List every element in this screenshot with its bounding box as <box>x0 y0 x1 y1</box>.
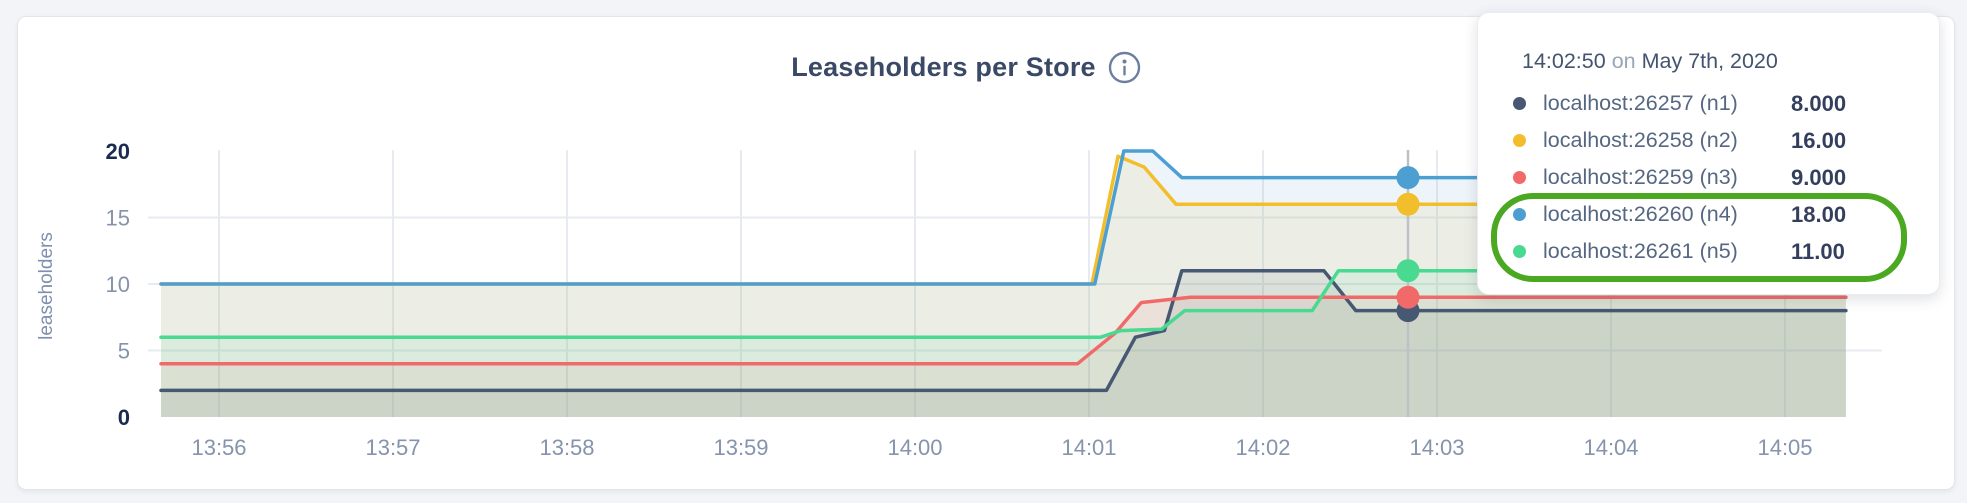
x-tick-label: 13:58 <box>539 435 594 460</box>
chart-title: Leaseholders per Store <box>791 51 1096 82</box>
series-label: localhost:26260 (n4) <box>1543 202 1738 226</box>
series-area-n3 <box>161 297 1846 417</box>
series-value: 8.000 <box>1791 90 1847 116</box>
tooltip-on: on <box>1611 49 1636 73</box>
hover-dot-n2[interactable] <box>1396 192 1420 216</box>
y-tick-label: 15 <box>106 206 130 231</box>
tooltip-timestamp: 14:02:50 on May 7th, 2020 <box>1522 49 1778 74</box>
series-value: 16.00 <box>1791 127 1847 153</box>
info-icon[interactable] <box>1108 51 1141 84</box>
series-line-n3 <box>159 295 1848 366</box>
y-tick-label: 5 <box>118 339 130 364</box>
tooltip-row: localhost:26259 (n3) 9.000 <box>1478 159 1939 196</box>
x-tick-label: 13:57 <box>365 435 420 460</box>
series-area-n5 <box>161 270 1846 417</box>
series-label: localhost:26259 (n3) <box>1543 165 1738 189</box>
x-tick-label: 14:02 <box>1235 435 1290 460</box>
x-tick-label: 14:03 <box>1409 435 1464 460</box>
x-tick-label: 13:56 <box>191 435 246 460</box>
x-tick-label: 14:00 <box>887 435 942 460</box>
tooltip-row: localhost:26260 (n4) 18.00 <box>1478 196 1939 233</box>
series-label: localhost:26258 (n2) <box>1543 128 1738 152</box>
tooltip-row: localhost:26258 (n2) 16.00 <box>1478 122 1939 159</box>
series-label: localhost:26257 (n1) <box>1543 91 1738 115</box>
series-line-n4 <box>159 149 1848 286</box>
series-area-n2 <box>161 156 1846 418</box>
tooltip-rows: localhost:26257 (n1) 8.000 localhost:26258… <box>1478 85 1939 270</box>
series-line-n5 <box>159 268 1848 339</box>
x-tick-label: 14:05 <box>1757 435 1812 460</box>
series-label: localhost:26261 (n5) <box>1543 239 1738 263</box>
y-tick-label: 10 <box>106 272 130 297</box>
tooltip-date: May 7th, 2020 <box>1641 49 1778 73</box>
hover-dot-n4[interactable] <box>1396 166 1420 190</box>
series-value: 9.000 <box>1791 164 1847 190</box>
hover-dot-n5[interactable] <box>1396 259 1420 283</box>
y-axis-label: leaseholders <box>36 232 57 340</box>
tooltip-row: localhost:26261 (n5) 11.00 <box>1478 233 1939 270</box>
series-value: 11.00 <box>1791 238 1845 264</box>
series-dot <box>1513 97 1526 110</box>
hover-dot-n3[interactable] <box>1396 285 1420 309</box>
x-tick-label: 14:04 <box>1583 435 1638 460</box>
series-area-n1 <box>161 270 1846 417</box>
chart-header: Leaseholders per Store <box>466 48 1466 86</box>
series-dot <box>1513 171 1526 184</box>
tooltip-time: 14:02:50 <box>1522 49 1606 73</box>
x-tick-label: 13:59 <box>713 435 768 460</box>
series-dot <box>1513 245 1526 258</box>
series-value: 18.00 <box>1791 201 1847 227</box>
hover-tooltip: 14:02:50 on May 7th, 2020 localhost:2625… <box>1477 12 1940 295</box>
tooltip-row: localhost:26257 (n1) 8.000 <box>1478 85 1939 122</box>
y-tick-label: 0 <box>118 405 130 430</box>
x-tick-label: 14:01 <box>1061 435 1116 460</box>
y-tick-label: 20 <box>106 139 130 164</box>
series-dot <box>1513 134 1526 147</box>
series-dot <box>1513 208 1526 221</box>
